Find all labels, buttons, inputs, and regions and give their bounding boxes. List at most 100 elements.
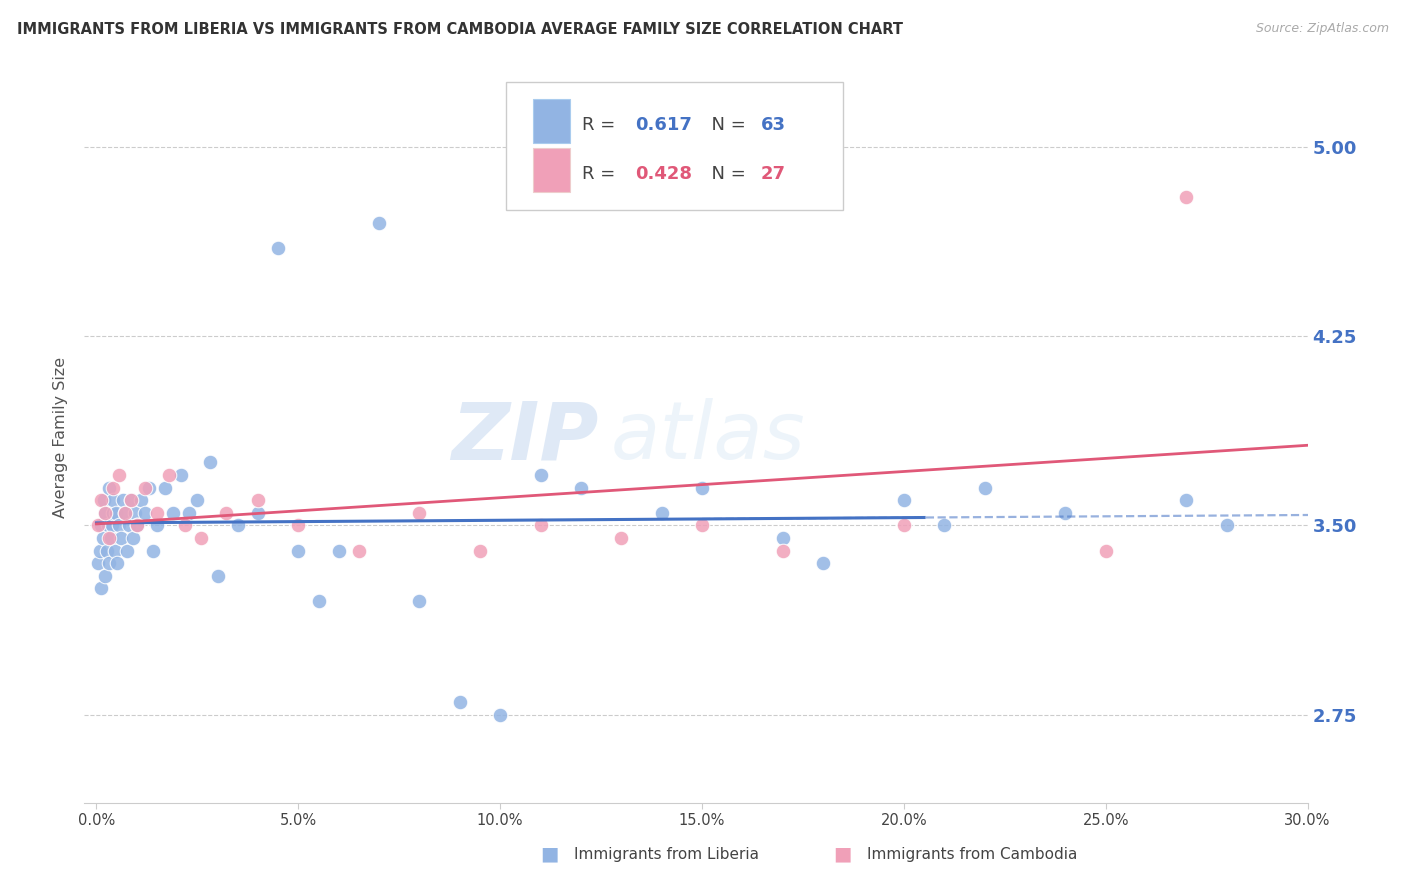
Point: [934, 518, 956, 533]
Point: [1175, 190, 1198, 204]
Point: [287, 543, 309, 558]
Point: [186, 493, 208, 508]
Point: [138, 481, 160, 495]
Text: N =: N =: [700, 165, 751, 183]
Point: [142, 543, 165, 558]
Point: [328, 543, 350, 558]
Point: [105, 556, 128, 570]
Point: [1175, 493, 1198, 508]
Point: [118, 518, 141, 533]
Point: [246, 506, 269, 520]
Point: [569, 481, 592, 495]
Point: [107, 518, 129, 533]
Point: [114, 506, 136, 520]
Point: [94, 506, 117, 520]
Text: 0.428: 0.428: [636, 165, 692, 183]
Point: [198, 455, 221, 469]
Point: [690, 518, 713, 533]
Point: [347, 543, 370, 558]
Point: [489, 707, 512, 722]
Point: [101, 506, 124, 520]
Point: [104, 506, 127, 520]
Point: [207, 569, 229, 583]
Point: [96, 543, 118, 558]
Point: [174, 518, 197, 533]
FancyBboxPatch shape: [506, 82, 842, 211]
Point: [408, 594, 430, 608]
Point: [101, 518, 124, 533]
Point: [1094, 543, 1116, 558]
Point: [308, 594, 330, 608]
Point: [125, 518, 148, 533]
Point: [190, 531, 212, 545]
Point: [90, 493, 112, 508]
Point: [90, 518, 112, 533]
Text: ■: ■: [540, 845, 558, 863]
Point: [1216, 518, 1239, 533]
Text: ZIP: ZIP: [451, 398, 598, 476]
Point: [170, 467, 193, 482]
Point: [98, 481, 121, 495]
Point: [893, 493, 915, 508]
Point: [157, 467, 180, 482]
Point: [287, 518, 309, 533]
Point: [111, 493, 134, 508]
FancyBboxPatch shape: [533, 99, 569, 143]
Point: [529, 467, 551, 482]
Text: 27: 27: [761, 165, 786, 183]
Text: 63: 63: [761, 116, 786, 134]
Point: [93, 506, 115, 520]
Point: [120, 493, 142, 508]
Text: Immigrants from Cambodia: Immigrants from Cambodia: [868, 847, 1077, 862]
Point: [125, 518, 148, 533]
Point: [89, 543, 111, 558]
Point: [110, 531, 132, 545]
Point: [107, 467, 129, 482]
FancyBboxPatch shape: [533, 148, 569, 192]
Point: [103, 493, 125, 508]
Point: [100, 531, 122, 545]
Point: [121, 531, 143, 545]
Point: [529, 518, 551, 533]
Point: [134, 506, 156, 520]
Text: atlas: atlas: [610, 398, 806, 476]
Point: [246, 493, 269, 508]
Text: 0.617: 0.617: [636, 116, 692, 134]
Point: [449, 695, 471, 709]
Point: [87, 556, 110, 570]
Point: [651, 506, 673, 520]
Text: R =: R =: [582, 165, 621, 183]
Text: R =: R =: [582, 116, 621, 134]
Text: N =: N =: [700, 116, 751, 134]
Point: [772, 531, 794, 545]
Point: [114, 506, 136, 520]
Point: [104, 543, 127, 558]
Point: [162, 506, 184, 520]
Point: [772, 543, 794, 558]
Point: [93, 569, 115, 583]
Point: [179, 506, 201, 520]
Point: [226, 518, 249, 533]
Point: [146, 518, 169, 533]
Point: [153, 481, 176, 495]
Text: IMMIGRANTS FROM LIBERIA VS IMMIGRANTS FROM CAMBODIA AVERAGE FAMILY SIZE CORRELAT: IMMIGRANTS FROM LIBERIA VS IMMIGRANTS FR…: [17, 22, 903, 37]
Point: [610, 531, 633, 545]
Point: [408, 506, 430, 520]
Point: [97, 556, 120, 570]
Point: [267, 241, 290, 255]
Point: [134, 481, 156, 495]
Point: [368, 216, 391, 230]
Point: [87, 518, 110, 533]
Point: [91, 531, 114, 545]
Point: [690, 481, 713, 495]
Point: [146, 506, 169, 520]
Point: [893, 518, 915, 533]
Point: [214, 506, 236, 520]
Point: [101, 481, 124, 495]
Point: [973, 481, 995, 495]
Point: [97, 518, 120, 533]
Point: [468, 543, 491, 558]
Point: [115, 543, 138, 558]
Text: Source: ZipAtlas.com: Source: ZipAtlas.com: [1256, 22, 1389, 36]
Point: [120, 493, 142, 508]
